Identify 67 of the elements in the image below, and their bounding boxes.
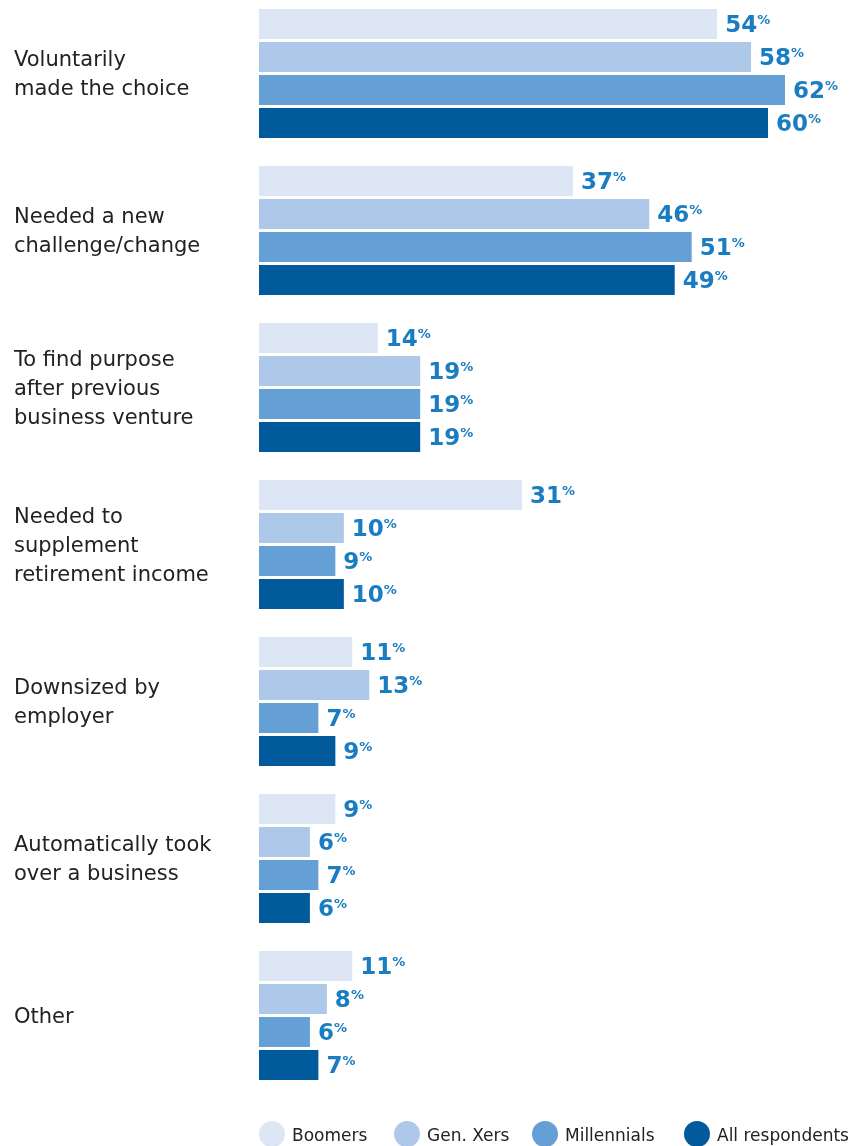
y-tick-label: Needed a new challenge/change bbox=[14, 204, 201, 257]
bar bbox=[259, 42, 752, 72]
legend-label: Gen. Xers bbox=[427, 1125, 510, 1145]
data-label: 58$^{%}$ bbox=[759, 44, 805, 70]
bar bbox=[259, 794, 336, 824]
bar bbox=[259, 893, 310, 923]
data-label: 7$^{%}$ bbox=[326, 1052, 356, 1078]
data-label: 19$^{%}$ bbox=[428, 424, 474, 450]
bar bbox=[259, 703, 319, 733]
data-label: 51$^{%}$ bbox=[699, 234, 745, 260]
bar bbox=[259, 166, 573, 196]
data-label: 14$^{%}$ bbox=[385, 325, 431, 351]
bar bbox=[259, 422, 421, 452]
legend-label: Boomers bbox=[292, 1125, 368, 1145]
data-label: 9$^{%}$ bbox=[343, 796, 373, 822]
data-label: 37$^{%}$ bbox=[580, 168, 626, 194]
bar bbox=[259, 513, 344, 543]
y-tick-label: Needed to supplement retirement income bbox=[14, 503, 209, 586]
data-label: 9$^{%}$ bbox=[343, 738, 373, 764]
data-label: 49$^{%}$ bbox=[682, 267, 728, 293]
y-tick-label: Voluntarily made the choice bbox=[14, 47, 190, 100]
data-label: 9$^{%}$ bbox=[343, 548, 373, 574]
bar bbox=[259, 1050, 319, 1080]
bar bbox=[259, 108, 769, 138]
bar bbox=[259, 75, 785, 105]
bar bbox=[259, 546, 336, 576]
data-label: 19$^{%}$ bbox=[428, 391, 474, 417]
data-label: 54$^{%}$ bbox=[725, 11, 771, 37]
data-label: 10$^{%}$ bbox=[351, 515, 397, 541]
data-label: 6$^{%}$ bbox=[317, 895, 347, 921]
data-label: 31$^{%}$ bbox=[530, 482, 576, 508]
y-tick-label: Automatically took over a business bbox=[14, 832, 213, 885]
bar bbox=[259, 199, 650, 229]
data-label: 19$^{%}$ bbox=[428, 358, 474, 384]
bar bbox=[259, 480, 522, 510]
bar bbox=[259, 670, 370, 700]
y-tick-label: To find purpose after previous business venture bbox=[13, 346, 194, 429]
bar bbox=[259, 736, 336, 766]
legend-label: Millennials bbox=[565, 1125, 655, 1145]
bar bbox=[259, 9, 718, 39]
bar bbox=[259, 579, 344, 609]
data-label: 8$^{%}$ bbox=[334, 986, 364, 1012]
data-label: 7$^{%}$ bbox=[326, 705, 356, 731]
data-label: 10$^{%}$ bbox=[351, 581, 397, 607]
bar bbox=[259, 827, 310, 857]
data-label: 46$^{%}$ bbox=[657, 201, 703, 227]
data-label: 60$^{%}$ bbox=[776, 110, 822, 136]
bar bbox=[259, 232, 692, 262]
y-tick-label: Downsized by employer bbox=[14, 675, 160, 728]
bar bbox=[259, 860, 319, 890]
bar bbox=[259, 984, 327, 1014]
data-label: 7$^{%}$ bbox=[326, 862, 356, 888]
bar bbox=[259, 356, 421, 386]
data-label: 11$^{%}$ bbox=[360, 639, 406, 665]
data-label: 6$^{%}$ bbox=[317, 829, 347, 855]
y-tick-label: Other bbox=[14, 1003, 74, 1028]
bar bbox=[259, 1017, 310, 1047]
data-label: 11$^{%}$ bbox=[360, 953, 406, 979]
data-label: 6$^{%}$ bbox=[317, 1019, 347, 1045]
bar bbox=[259, 265, 675, 295]
bar bbox=[259, 323, 378, 353]
bar bbox=[259, 389, 421, 419]
legend-label: All respondents bbox=[717, 1125, 850, 1145]
bar bbox=[259, 637, 353, 667]
bar bbox=[259, 951, 353, 981]
data-label: 62$^{%}$ bbox=[793, 77, 839, 103]
data-label: 13$^{%}$ bbox=[377, 672, 423, 698]
